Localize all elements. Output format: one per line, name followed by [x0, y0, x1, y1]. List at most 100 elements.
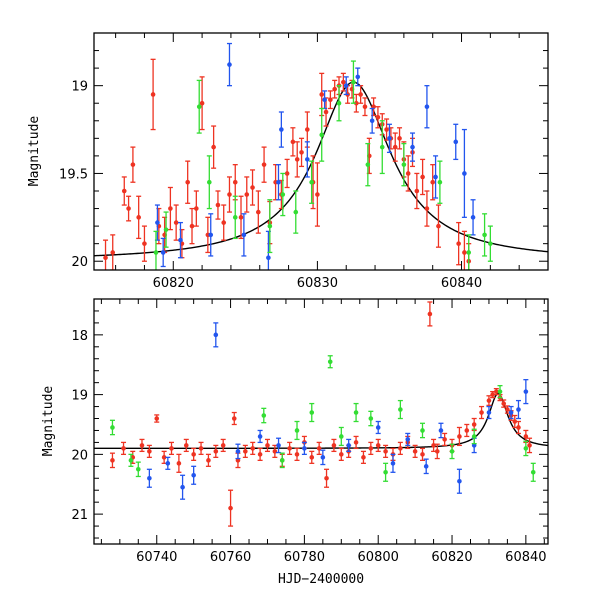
bottom-data-point [191, 447, 197, 461]
bottom-data-point [338, 447, 344, 461]
top-data-point [160, 237, 166, 268]
bottom-data-point [279, 452, 285, 469]
bottom-data-point [515, 420, 521, 435]
bottom-y-tick-label: 21 [71, 508, 88, 523]
top-data-point [221, 204, 227, 241]
top-data-point [350, 60, 356, 104]
bottom-data-point [320, 449, 326, 466]
top-data-point [375, 106, 381, 129]
top-series-2 [153, 60, 493, 270]
top-data-point [470, 199, 476, 236]
top-data-point [353, 93, 359, 113]
bottom-data-point [456, 468, 462, 494]
top-data-point [150, 58, 156, 131]
top-data-point [386, 123, 392, 154]
bottom-data-point [508, 405, 514, 420]
bottom-data-point [309, 402, 315, 423]
bottom-data-point [121, 441, 127, 456]
top-data-point [433, 155, 439, 199]
top-data-point [232, 195, 238, 240]
bottom-series-1 [146, 322, 529, 500]
top-y-tick-label: 20 [71, 255, 88, 270]
bottom-data-point [205, 453, 211, 467]
bottom-data-point [346, 438, 352, 453]
bottom-y-tick-label: 18 [71, 329, 88, 344]
bottom-data-point [471, 428, 477, 445]
top-data-point [405, 155, 411, 192]
bottom-data-point [257, 429, 263, 444]
bottom-x-tick-label: 60780 [284, 550, 325, 565]
top-data-point [358, 85, 364, 104]
top-data-point [244, 176, 250, 213]
bottom-data-point [523, 440, 529, 457]
bottom-data-point [486, 395, 492, 407]
top-data-point [110, 234, 116, 270]
top-x-tick-label: 60830 [297, 276, 338, 291]
bottom-data-point [316, 441, 322, 456]
top-data-point [154, 204, 160, 241]
bottom-data-point [191, 465, 197, 485]
top-data-point [414, 172, 420, 210]
top-data-point [226, 176, 232, 213]
top-data-point [261, 146, 267, 183]
bottom-data-point [523, 429, 529, 444]
top-data-point [215, 190, 221, 220]
bottom-data-point [264, 438, 270, 453]
top-data-point [185, 160, 191, 204]
bottom-data-point [464, 423, 470, 438]
top-data-point [319, 107, 325, 162]
top-data-point [199, 76, 205, 131]
bottom-panel-ticks: 60740 60760 60780 60800 60820 60840 18 19 20 21 [71, 298, 548, 565]
top-data-point [238, 195, 244, 240]
top-data-point [487, 225, 493, 262]
bottom-data-point [146, 444, 152, 459]
bottom-data-point [397, 441, 403, 456]
top-data-point [314, 162, 320, 227]
top-data-point [424, 85, 430, 129]
top-data-point [424, 190, 430, 227]
top-data-point [461, 230, 467, 270]
top-data-point [461, 128, 467, 218]
bottom-data-point [353, 435, 359, 450]
top-data-point [293, 190, 299, 234]
bottom-panel: 60740 60760 60780 60800 60820 60840 18 19 20 21 M… [41, 298, 549, 587]
top-series-1 [154, 42, 476, 270]
top-data-point [196, 79, 202, 134]
top-x-tick-label: 60820 [153, 276, 194, 291]
top-data-point [126, 195, 132, 222]
top-data-point [379, 120, 385, 175]
top-y-tick-label: 19.5 [59, 167, 88, 182]
bottom-data-point [135, 461, 141, 478]
top-panel-ticks: 60820 60830 60840 19 19.5 20 [59, 32, 549, 291]
top-data-point [392, 132, 398, 162]
bottom-data-point [427, 301, 433, 327]
bottom-data-point [420, 447, 426, 461]
bottom-data-point [368, 441, 374, 456]
bottom-x-tick-label: 60840 [505, 550, 546, 565]
bottom-data-point [486, 405, 492, 420]
bottom-data-point [360, 450, 366, 464]
top-data-point [290, 127, 296, 157]
top-data-point [241, 213, 247, 257]
top-data-point [327, 90, 333, 110]
bottom-data-point [527, 437, 533, 454]
bottom-panel-frame [93, 298, 549, 545]
bottom-x-tick-label: 60820 [431, 550, 472, 565]
bottom-data-point [154, 414, 160, 423]
top-data-point [177, 221, 183, 259]
bottom-data-point [235, 443, 241, 460]
top-data-point [208, 213, 214, 257]
bottom-data-point [139, 438, 145, 453]
bottom-data-point [257, 447, 263, 461]
top-data-point [136, 195, 142, 240]
top-data-point [369, 107, 375, 134]
top-data-point [189, 207, 195, 245]
top-y-tick-label: 19 [71, 80, 88, 95]
bottom-y-tick-label: 20 [71, 448, 88, 463]
bottom-data-point [180, 474, 186, 500]
bottom-data-point [423, 458, 429, 475]
top-data-point [365, 142, 371, 187]
top-data-point [255, 190, 261, 234]
top-data-point [278, 111, 284, 148]
